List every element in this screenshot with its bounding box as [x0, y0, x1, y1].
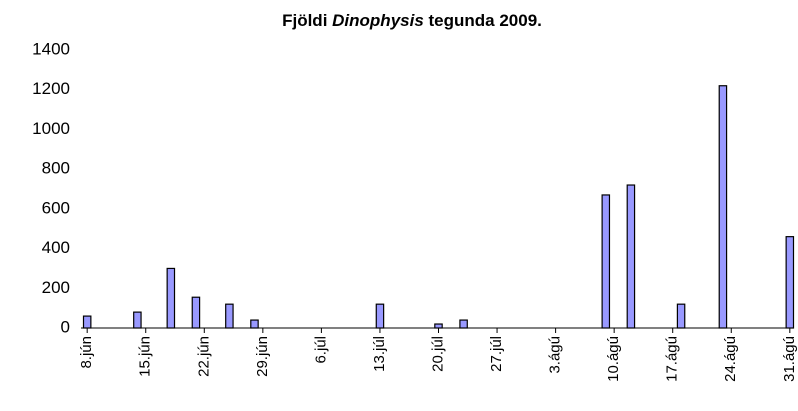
title-part: tegunda 2009.: [429, 11, 542, 30]
x-tick-label: 22.jún: [195, 336, 212, 377]
y-tick-label: 1000: [32, 119, 70, 138]
y-tick-label: 1400: [32, 39, 70, 58]
x-tick-label: 6.júl: [312, 336, 329, 364]
bar: [459, 319, 468, 329]
bar: [375, 303, 385, 329]
title-part: Dinophysis: [332, 11, 424, 30]
y-tick-label: 200: [42, 278, 70, 297]
bar: [133, 311, 142, 329]
x-tick-label: 27.júl: [488, 336, 505, 372]
x-tick-label: 13.júl: [371, 336, 388, 372]
chart-title: Fjöldi Dinophysis tegunda 2009.: [282, 11, 542, 30]
x-tick-label: 24.ágú: [722, 336, 739, 382]
bar: [225, 303, 234, 329]
bar: [191, 296, 201, 329]
y-tick-label: 400: [42, 238, 70, 257]
x-tick-label: 8.jún: [78, 336, 95, 369]
bar: [166, 267, 176, 329]
y-tick-label: 1200: [32, 79, 70, 98]
bar: [434, 323, 443, 329]
y-tick-label: 0: [61, 317, 70, 336]
bar: [676, 303, 686, 329]
x-tick-label: 31.ágú: [781, 336, 798, 382]
bar: [250, 319, 259, 329]
y-tick-label: 800: [42, 159, 70, 178]
bar: [626, 184, 636, 329]
title-part: Fjöldi: [282, 11, 327, 30]
x-tick-label: 3.ágú: [547, 336, 564, 374]
x-tick-label: 15.jún: [137, 336, 154, 377]
y-tick-label: 600: [42, 198, 70, 217]
bar: [82, 315, 92, 329]
x-tick-label: 17.ágú: [664, 336, 681, 382]
bar: [718, 85, 728, 329]
x-tick-label: 10.ágú: [605, 336, 622, 382]
bar: [785, 236, 795, 329]
x-tick-label: 20.júl: [429, 336, 446, 372]
x-tick-label: 29.jún: [254, 336, 271, 377]
bar: [601, 194, 611, 329]
